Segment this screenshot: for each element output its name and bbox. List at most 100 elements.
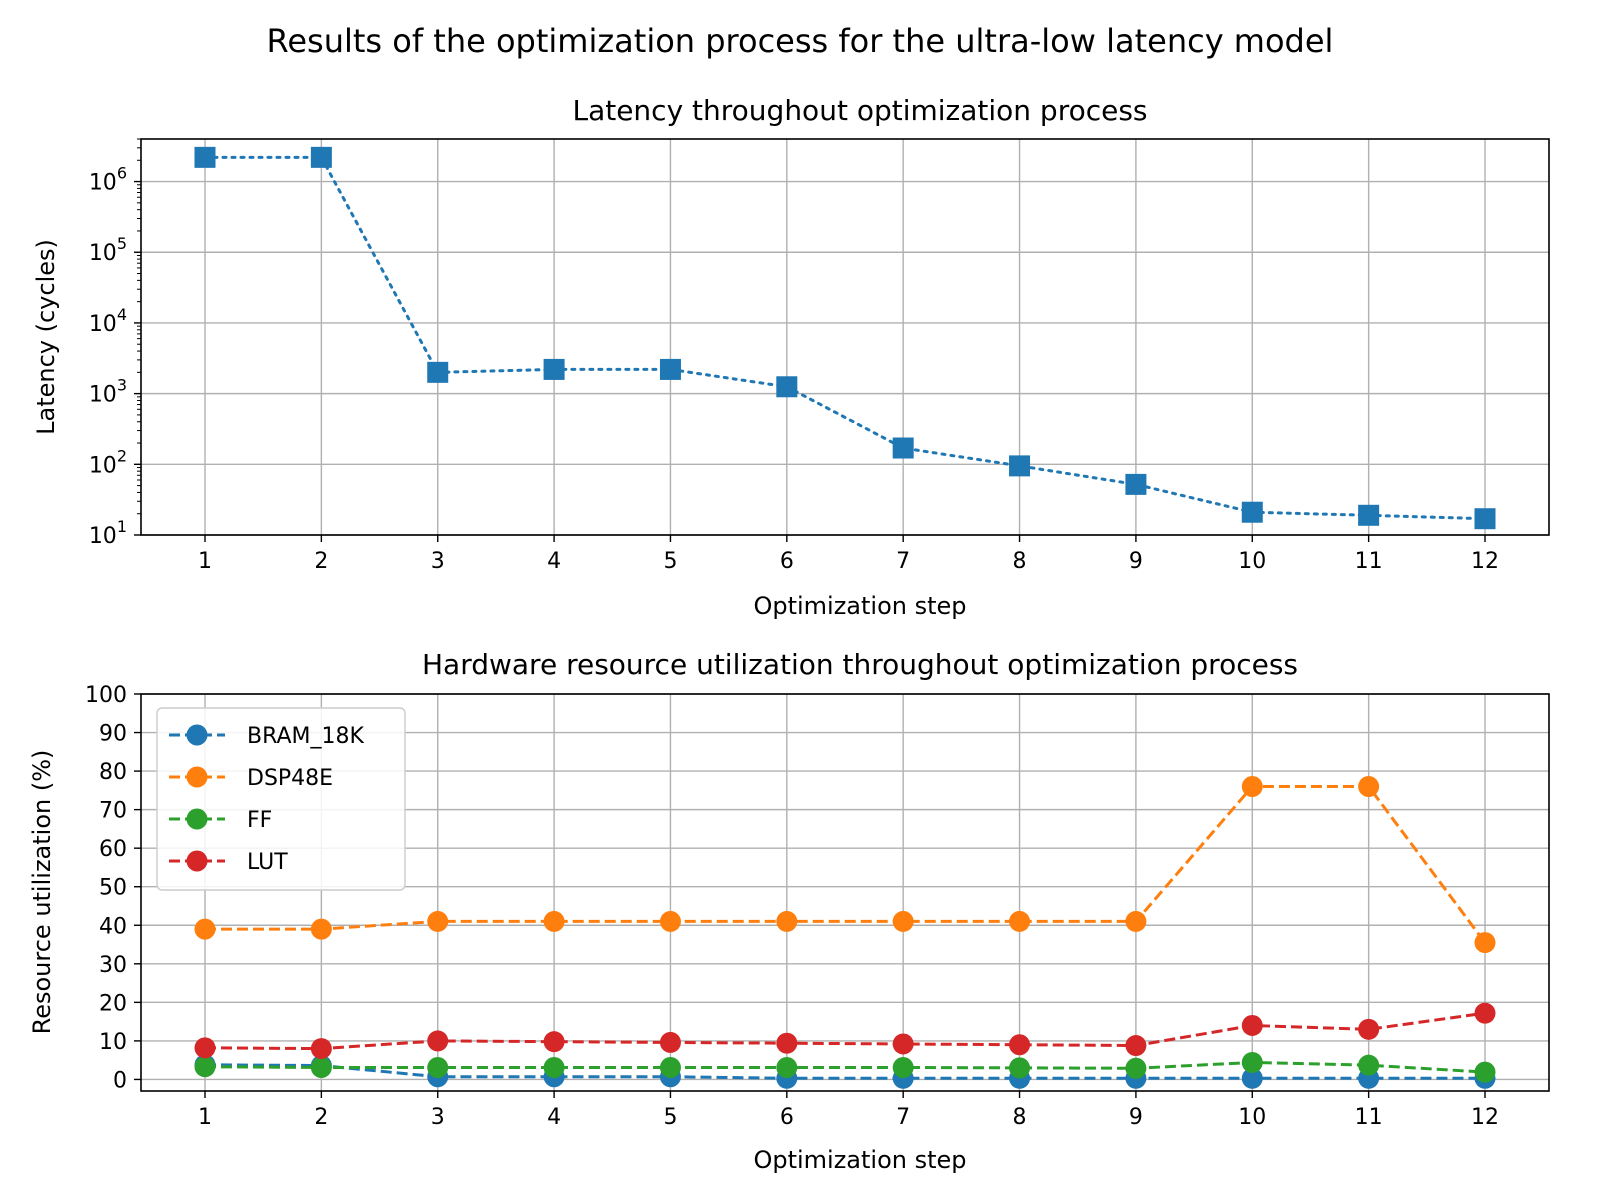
resource-point-ff bbox=[1125, 1057, 1147, 1079]
resource-x-tick-label: 7 bbox=[896, 1105, 910, 1130]
resource-point-lut bbox=[892, 1033, 914, 1055]
latency-y-tick-label: 103 bbox=[89, 376, 127, 408]
latency-x-tick-label: 8 bbox=[1013, 549, 1027, 574]
resource-point-dsp48e bbox=[1009, 910, 1031, 932]
resource-y-tick-label: 30 bbox=[99, 953, 127, 978]
resource-plot-frame bbox=[140, 693, 1550, 1092]
latency-point bbox=[1474, 508, 1496, 530]
resource-x-tick-label: 4 bbox=[547, 1105, 561, 1130]
resource-point-ff bbox=[659, 1056, 681, 1078]
resource-point-dsp48e bbox=[892, 910, 914, 932]
legend-item-lut: LUT bbox=[169, 850, 288, 875]
resource-point-dsp48e bbox=[427, 910, 449, 932]
latency-point bbox=[543, 358, 565, 380]
resource-point-ff bbox=[1009, 1057, 1031, 1079]
resource-point-lut bbox=[310, 1038, 332, 1060]
latency-x-tick-label: 7 bbox=[896, 549, 910, 574]
resource-y-tick-label: 10 bbox=[99, 1030, 127, 1055]
resource-point-dsp48e bbox=[194, 918, 216, 940]
latency-panel-title: Latency throughout optimization process bbox=[572, 94, 1147, 127]
resource-grid bbox=[141, 693, 1549, 1091]
resource-series-line-lut bbox=[204, 1011, 1486, 1051]
resource-x-tick-label: 3 bbox=[431, 1105, 445, 1130]
resource-point-ff bbox=[1358, 1054, 1380, 1076]
resource-point-ff bbox=[776, 1056, 798, 1078]
latency-y-tick-label: 102 bbox=[89, 446, 127, 478]
resource-point-dsp48e bbox=[1358, 776, 1380, 798]
latency-x-tick-label: 10 bbox=[1238, 549, 1266, 574]
legend-item-ff: FF bbox=[169, 808, 272, 833]
resource-y-tick-label: 20 bbox=[99, 991, 127, 1016]
resource-point-ff bbox=[892, 1056, 914, 1078]
resource-point-dsp48e bbox=[310, 918, 332, 940]
latency-y-tick-label: 104 bbox=[89, 305, 127, 337]
resource-point-lut bbox=[1358, 1018, 1380, 1040]
latency-x-tick-label: 3 bbox=[431, 549, 445, 574]
resource-point-lut bbox=[1474, 1002, 1496, 1024]
resource-y-tick-label: 0 bbox=[113, 1068, 127, 1093]
latency-point bbox=[776, 376, 798, 398]
latency-x-tick-label: 11 bbox=[1355, 549, 1383, 574]
resource-y-tick-label: 90 bbox=[99, 722, 127, 747]
resource-point-lut bbox=[194, 1037, 216, 1059]
latency-point bbox=[1358, 504, 1380, 526]
latency-point bbox=[310, 146, 332, 168]
resource-x-tick-label: 1 bbox=[198, 1105, 212, 1130]
legend-marker-swatch bbox=[186, 766, 208, 788]
legend-item-bram_18k: BRAM_18K bbox=[169, 724, 365, 749]
legend-label: FF bbox=[247, 808, 272, 833]
latency-x-axis-label: Optimization step bbox=[753, 592, 966, 620]
legend-item-dsp48e: DSP48E bbox=[169, 766, 333, 791]
resource-point-ff bbox=[1474, 1061, 1496, 1083]
resource-x-tick-label: 9 bbox=[1129, 1105, 1143, 1130]
resource-series-line-bram_18k bbox=[204, 1063, 1485, 1080]
resource-x-tick-label: 8 bbox=[1013, 1105, 1027, 1130]
latency-x-tick-label: 1 bbox=[198, 549, 212, 574]
resource-point-lut bbox=[543, 1031, 565, 1053]
resource-y-tick-label: 100 bbox=[85, 683, 127, 708]
latency-x-tick-label: 5 bbox=[663, 549, 677, 574]
resource-point-dsp48e bbox=[543, 910, 565, 932]
legend-box bbox=[156, 707, 406, 891]
resource-x-tick-label: 10 bbox=[1238, 1105, 1266, 1130]
latency-x-tick-label: 6 bbox=[780, 549, 794, 574]
resource-point-dsp48e bbox=[1474, 932, 1496, 954]
resource-x-tick-label: 12 bbox=[1471, 1105, 1499, 1130]
legend-label: BRAM_18K bbox=[247, 724, 365, 749]
resource-point-dsp48e bbox=[1241, 776, 1263, 798]
latency-plot-frame bbox=[140, 138, 1550, 536]
legend-marker-swatch bbox=[186, 808, 208, 830]
resource-x-tick-label: 11 bbox=[1355, 1105, 1383, 1130]
latency-point bbox=[659, 358, 681, 380]
latency-point bbox=[892, 437, 914, 459]
legend-label: LUT bbox=[247, 850, 288, 875]
resource-point-dsp48e bbox=[659, 910, 681, 932]
resource-point-lut bbox=[427, 1030, 449, 1052]
latency-panel: Latency throughout optimization process … bbox=[32, 94, 1550, 620]
resource-x-tick-label: 5 bbox=[663, 1105, 677, 1130]
resource-point-ff bbox=[543, 1056, 565, 1078]
resource-x-tick-label: 6 bbox=[780, 1105, 794, 1130]
latency-point bbox=[1125, 473, 1147, 495]
resource-point-ff bbox=[1241, 1051, 1263, 1073]
resource-y-tick-label: 60 bbox=[99, 837, 127, 862]
resource-point-ff bbox=[427, 1056, 449, 1078]
latency-point bbox=[1009, 455, 1031, 477]
latency-x-tick-label: 4 bbox=[547, 549, 561, 574]
resource-point-ff bbox=[310, 1056, 332, 1078]
resource-series-line-dsp48e bbox=[205, 785, 1487, 944]
resource-series bbox=[194, 776, 1496, 1089]
latency-y-tick-label: 101 bbox=[89, 517, 127, 549]
resource-y-tick-label: 80 bbox=[99, 760, 127, 785]
resource-point-dsp48e bbox=[776, 910, 798, 932]
latency-series bbox=[194, 146, 1496, 530]
latency-y-tick-label: 105 bbox=[89, 234, 127, 266]
resource-point-lut bbox=[659, 1031, 681, 1053]
resource-panel-title: Hardware resource utilization throughout… bbox=[422, 648, 1298, 681]
latency-series-line bbox=[203, 155, 1487, 521]
latency-point bbox=[427, 361, 449, 383]
